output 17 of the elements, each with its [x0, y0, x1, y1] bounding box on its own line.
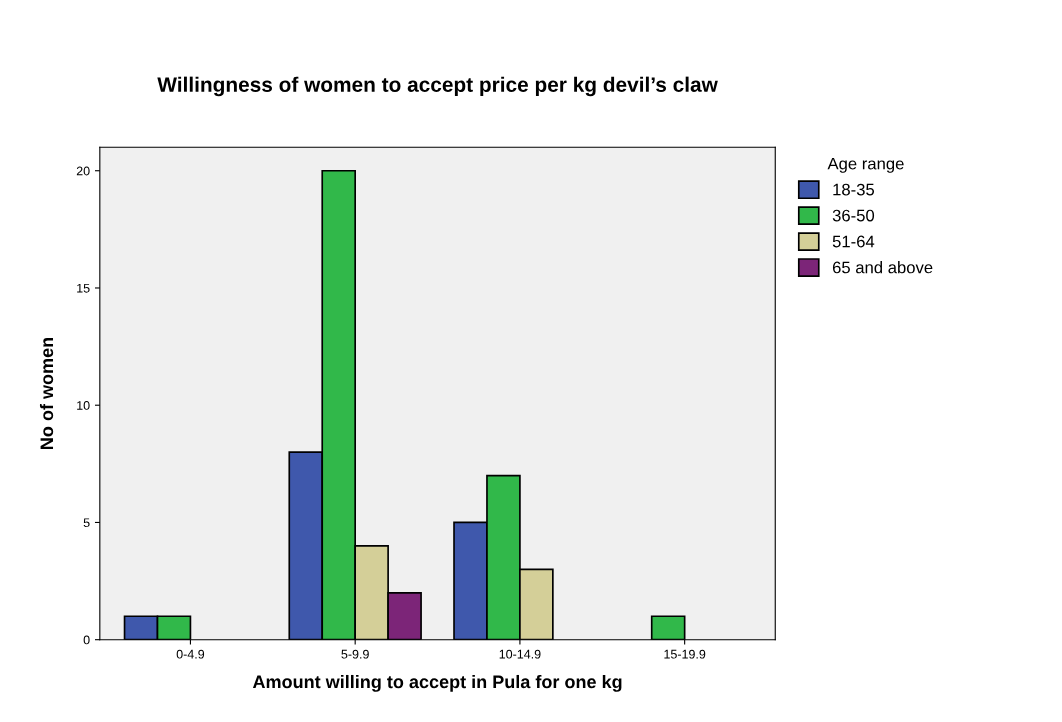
y-tick-label: 20 — [76, 166, 90, 176]
x-tick-label: 15-19.9 — [664, 649, 706, 659]
x-tick-label: 0-4.9 — [176, 649, 205, 659]
legend-title: Age range — [827, 157, 904, 173]
x-tick-label: 10-14.9 — [499, 649, 541, 659]
x-tick-label: 5-9.9 — [341, 649, 369, 659]
legend-label: 51-64 — [832, 235, 875, 248]
y-axis-title: No of women — [39, 337, 54, 449]
y-tick-label: 0 — [83, 635, 90, 645]
legend-label: 65 and above — [832, 261, 933, 274]
y-tick-label: 5 — [83, 518, 90, 528]
chart-title: Willingness of women to accept price per kg devil’s claw — [157, 76, 718, 97]
y-tick-label: 10 — [77, 401, 90, 410]
y-tick-label: 15 — [77, 283, 90, 293]
x-axis-title: Amount willing to accept in Pula for one kg — [252, 674, 622, 692]
legend-label: 18-35 — [833, 183, 875, 196]
legend-label: 36-50 — [832, 209, 875, 222]
